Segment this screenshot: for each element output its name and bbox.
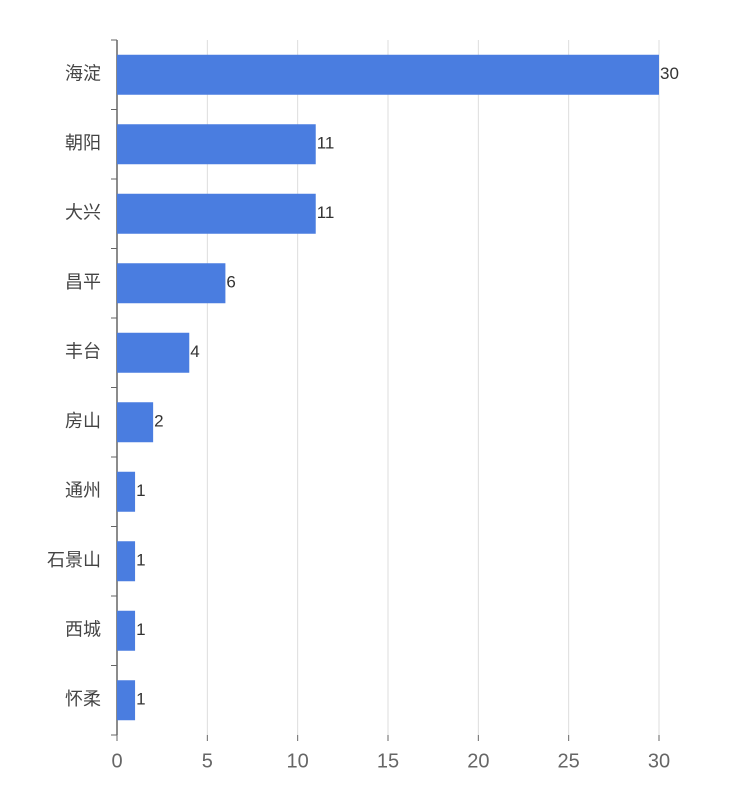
bar — [117, 263, 226, 304]
value-label: 4 — [190, 342, 199, 361]
bar — [117, 332, 190, 373]
value-label: 1 — [136, 620, 145, 639]
x-tick-label: 30 — [648, 750, 670, 772]
value-label: 2 — [154, 412, 163, 431]
category-label: 怀柔 — [65, 689, 101, 709]
value-label: 1 — [136, 690, 145, 709]
bar — [117, 541, 136, 582]
bar — [117, 193, 316, 234]
value-label: 1 — [136, 551, 145, 570]
category-label: 房山 — [65, 411, 101, 431]
value-label: 11 — [317, 134, 335, 153]
x-tick-label: 25 — [558, 750, 580, 772]
x-tick-label: 15 — [377, 750, 399, 772]
bar — [117, 54, 659, 95]
value-label: 6 — [226, 273, 235, 292]
x-tick-label: 20 — [467, 750, 489, 772]
x-tick-label: 5 — [202, 750, 213, 772]
bar — [117, 680, 136, 721]
value-label: 11 — [317, 203, 335, 222]
x-tick-label: 10 — [287, 750, 309, 772]
category-label: 朝阳 — [65, 133, 101, 153]
category-label: 丰台 — [65, 342, 101, 362]
category-label: 西城 — [65, 620, 101, 640]
category-label: 海淀 — [65, 64, 101, 84]
value-label: 1 — [136, 481, 145, 500]
category-label: 石景山 — [47, 550, 101, 570]
bar — [117, 471, 136, 512]
bar — [117, 124, 316, 165]
value-label: 30 — [660, 64, 679, 83]
category-label: 通州 — [65, 481, 101, 501]
category-label: 昌平 — [65, 272, 101, 292]
bar — [117, 402, 154, 443]
bar — [117, 610, 136, 651]
x-tick-label: 0 — [111, 750, 122, 772]
category-label: 大兴 — [65, 203, 101, 223]
